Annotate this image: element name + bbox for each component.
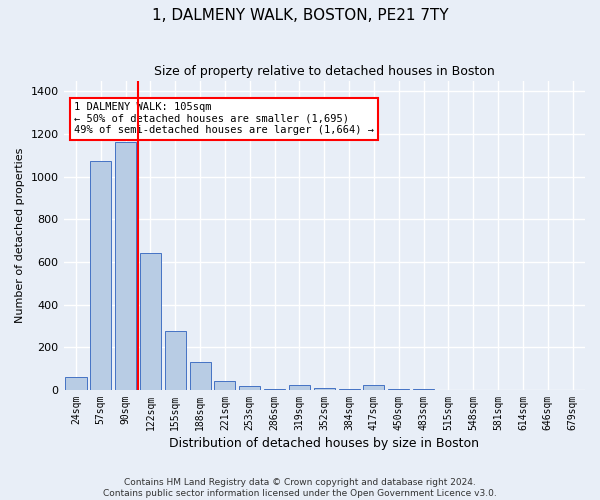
Bar: [214, 382, 235, 390]
Text: Contains HM Land Registry data © Crown copyright and database right 2024.
Contai: Contains HM Land Registry data © Crown c…: [103, 478, 497, 498]
Bar: [190, 362, 211, 390]
Bar: [264, 389, 285, 390]
Bar: [65, 377, 86, 390]
Bar: [90, 160, 112, 390]
Bar: [115, 142, 136, 390]
Text: 1 DALMENY WALK: 105sqm
← 50% of detached houses are smaller (1,695)
49% of semi-: 1 DALMENY WALK: 105sqm ← 50% of detached…: [74, 102, 374, 136]
Bar: [140, 254, 161, 390]
Text: 1, DALMENY WALK, BOSTON, PE21 7TY: 1, DALMENY WALK, BOSTON, PE21 7TY: [152, 8, 448, 22]
Bar: [388, 389, 409, 390]
Bar: [289, 384, 310, 390]
Title: Size of property relative to detached houses in Boston: Size of property relative to detached ho…: [154, 65, 494, 78]
Y-axis label: Number of detached properties: Number of detached properties: [15, 148, 25, 323]
Bar: [165, 332, 186, 390]
X-axis label: Distribution of detached houses by size in Boston: Distribution of detached houses by size …: [169, 437, 479, 450]
Bar: [314, 388, 335, 390]
Bar: [239, 386, 260, 390]
Bar: [338, 389, 359, 390]
Bar: [364, 384, 385, 390]
